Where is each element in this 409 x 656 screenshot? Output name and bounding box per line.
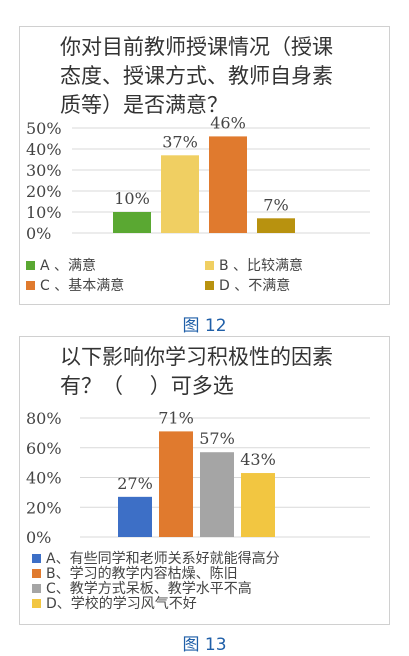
y-tick-label: 60% <box>26 439 62 458</box>
legend-swatch <box>32 554 41 563</box>
data-label: 7% <box>263 195 288 214</box>
figure-caption: 图 12 <box>182 316 227 336</box>
bar-chart-satisfaction: 0% 10% 20% 30% 40% 50% 10% 37% 46% 7% A 、满意 B 、比较满意… <box>26 113 370 294</box>
y-tick-label: 50% <box>26 119 62 138</box>
legend-label: D 、不满意 <box>219 277 290 294</box>
legend-label: A 、满意 <box>40 257 96 274</box>
legend-swatch <box>26 261 35 270</box>
y-tick-label: 0% <box>26 528 51 547</box>
chart-title: 以下影响你学习积极性的因素 有？（ ）可多选 <box>60 345 333 398</box>
bar-C、基本满意 <box>209 136 247 233</box>
bar-D <box>241 473 275 537</box>
legend-label: B 、比较满意 <box>219 257 303 274</box>
bar-B、比较满意 <box>161 155 199 233</box>
data-label: 27% <box>117 474 153 493</box>
y-tick-label: 20% <box>26 498 62 517</box>
legend-label: D、学校的学习风气不好 <box>46 595 197 612</box>
bar-A、满意 <box>113 212 151 233</box>
legend-swatch <box>32 569 41 578</box>
y-tick-label: 0% <box>26 224 51 243</box>
bar-B <box>159 431 193 537</box>
data-label: 46% <box>210 113 246 132</box>
legend-swatch <box>26 281 35 290</box>
y-tick-label: 80% <box>26 409 62 428</box>
data-label: 43% <box>240 450 276 469</box>
chart-panel-satisfaction: 你对目前教师授课情况（授课 态度、授课方式、教师自身素 质等）是否满意？ 0% 1… <box>19 26 390 305</box>
y-tick-label: 40% <box>26 469 62 488</box>
y-tick-label: 40% <box>26 140 62 159</box>
legend-swatch <box>205 281 214 290</box>
bar-C <box>200 452 234 537</box>
legend-label: C 、基本满意 <box>40 277 124 294</box>
legend-swatch <box>32 584 41 593</box>
y-tick-label: 10% <box>26 203 62 222</box>
bar-A <box>118 496 152 537</box>
figure-caption: 图 13 <box>182 635 227 655</box>
data-label: 71% <box>158 408 194 427</box>
legend-label: B、学习的教学内容枯燥、陈旧 <box>46 565 238 582</box>
y-tick-label: 20% <box>26 182 62 201</box>
data-label: 37% <box>162 132 198 151</box>
data-label: 57% <box>199 429 235 448</box>
legend-label: C、教学方式呆板、教学水平不高 <box>46 580 252 597</box>
legend-swatch <box>205 261 214 270</box>
chart-panel-motivation-factors: 以下影响你学习积极性的因素 有？（ ）可多选 0% 20% 40% 60% 80% 27%… <box>19 336 390 625</box>
y-tick-label: 30% <box>26 161 62 180</box>
data-label: 10% <box>114 189 150 208</box>
bar-D、不满意 <box>257 218 295 233</box>
legend-label: A、有些同学和老师关系好就能得高分 <box>46 550 280 567</box>
bar-chart-motivation-factors: 0% 20% 40% 60% 80% 27% 71% 57% 43% A、有些同学和老师关系好就能… <box>26 408 370 612</box>
legend-swatch <box>32 599 41 608</box>
chart-title: 你对目前教师授课情况（授课 态度、授课方式、教师自身素 质等）是否满意？ <box>60 35 333 117</box>
